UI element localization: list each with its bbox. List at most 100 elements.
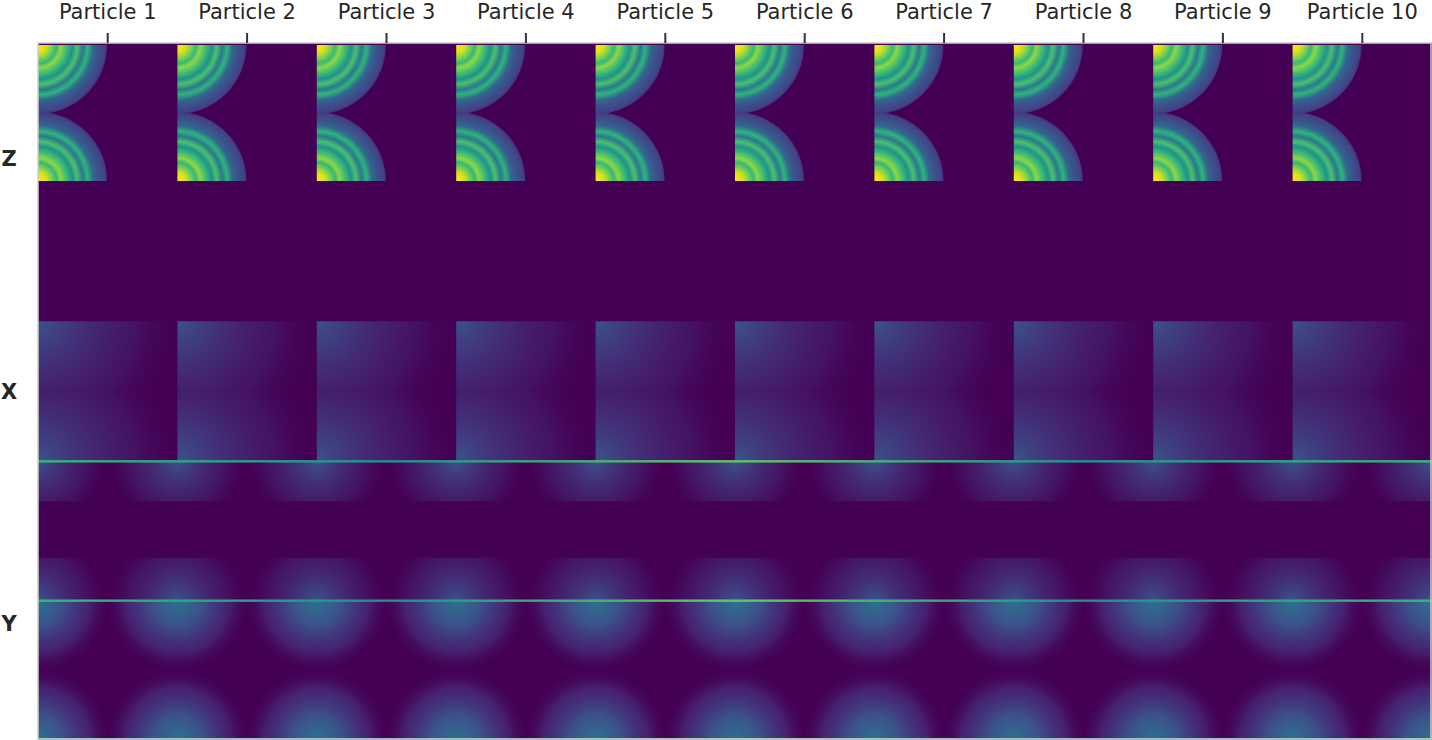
panel-image [735, 391, 874, 461]
row-label: Z [1, 147, 16, 171]
panel-image [1014, 113, 1083, 181]
panel-image [177, 45, 246, 113]
panel-image [38, 601, 108, 671]
panel-image [38, 558, 108, 601]
panel-image [1014, 391, 1153, 461]
panel-image [107, 461, 247, 501]
panel-image [944, 670, 1084, 740]
panel-image [665, 601, 805, 671]
panel-image [804, 461, 944, 501]
column-label: Particle 5 [616, 0, 714, 24]
panel-image [1223, 461, 1363, 501]
panel-image [386, 558, 526, 601]
panel-image [386, 670, 526, 740]
panel-image [317, 113, 386, 181]
panel-image [1293, 391, 1432, 461]
panel-image [665, 461, 805, 501]
panel-image [38, 113, 107, 181]
panel-image [526, 558, 666, 601]
panel-image [456, 113, 525, 181]
panel-image [526, 461, 666, 501]
panel-image [107, 670, 247, 740]
column-label: Particle 1 [59, 0, 157, 24]
panel-image [1083, 461, 1223, 501]
panel-edge-line [38, 599, 1432, 601]
plot-background [38, 43, 1432, 740]
panel-image [874, 391, 1013, 461]
panel-image [456, 45, 525, 113]
panel-edge-line [38, 460, 1432, 462]
panel-image [1083, 558, 1223, 601]
panel-image [1293, 113, 1362, 181]
tick-mark [246, 33, 248, 43]
panel-image [1014, 45, 1083, 113]
panel-image [526, 670, 666, 740]
column-label: Particle 7 [895, 0, 993, 24]
panel-image [944, 461, 1084, 501]
panel-image [804, 601, 944, 671]
panel-image [386, 461, 526, 501]
panel-image [874, 321, 1013, 391]
panel-image [804, 670, 944, 740]
panel-image [247, 558, 387, 601]
tick-mark [664, 33, 666, 43]
tick-mark [804, 33, 806, 43]
chart: Particle 1 Particle 2 Particle 3 Particle 4… [0, 0, 1432, 740]
panel-image [1153, 113, 1222, 181]
top-axis: Particle 1 Particle 2 Particle 3 Particle 4… [59, 0, 1418, 43]
panel-image [596, 391, 735, 461]
column-label: Particle 2 [198, 0, 296, 24]
tick-mark [1083, 33, 1085, 43]
panel-image [1293, 321, 1432, 391]
panel-image [107, 601, 247, 671]
panel-image [386, 601, 526, 671]
panel-image [456, 321, 595, 391]
panel-image [456, 391, 595, 461]
tick-mark [1222, 33, 1224, 43]
column-label: Particle 6 [756, 0, 854, 24]
panel-image [1153, 45, 1222, 113]
panel-image [1223, 601, 1363, 671]
panel-image [317, 391, 456, 461]
panel-image [874, 113, 943, 181]
panel-image [874, 45, 943, 113]
panel-image [1362, 670, 1432, 740]
panel-image [107, 558, 247, 601]
panel-image [177, 113, 246, 181]
panel-image [1362, 461, 1432, 501]
panel-image [665, 558, 805, 601]
column-label: Particle 10 [1307, 0, 1418, 24]
plot-frame [38, 43, 1431, 739]
panel-image [317, 45, 386, 113]
panel-image [247, 601, 387, 671]
panel-image [804, 558, 944, 601]
panel-image [177, 321, 316, 391]
panel-image [1153, 391, 1292, 461]
panel-image [1083, 670, 1223, 740]
panel-image [1083, 601, 1223, 671]
column-label: Particle 3 [338, 0, 436, 24]
panel-image [247, 461, 387, 501]
panel-image [1293, 45, 1362, 113]
panel-image [1362, 601, 1432, 671]
panel-image [38, 670, 108, 740]
panel-image [1362, 558, 1432, 601]
panel-image [38, 391, 177, 461]
panel-image [38, 321, 177, 391]
tick-mark [525, 33, 527, 43]
row-label: Y [0, 612, 17, 636]
panel-image [1014, 321, 1153, 391]
panel-image [1223, 670, 1363, 740]
panel-image [596, 45, 665, 113]
column-label: Particle 8 [1035, 0, 1133, 24]
panel-image [596, 321, 735, 391]
panel-image [596, 113, 665, 181]
panel-image [38, 461, 108, 501]
column-label: Particle 4 [477, 0, 575, 24]
panel-image [665, 670, 805, 740]
tick-mark [943, 33, 945, 43]
panel-image [177, 391, 316, 461]
panel-image [317, 321, 456, 391]
panel-image [944, 558, 1084, 601]
panel-image [38, 45, 107, 113]
